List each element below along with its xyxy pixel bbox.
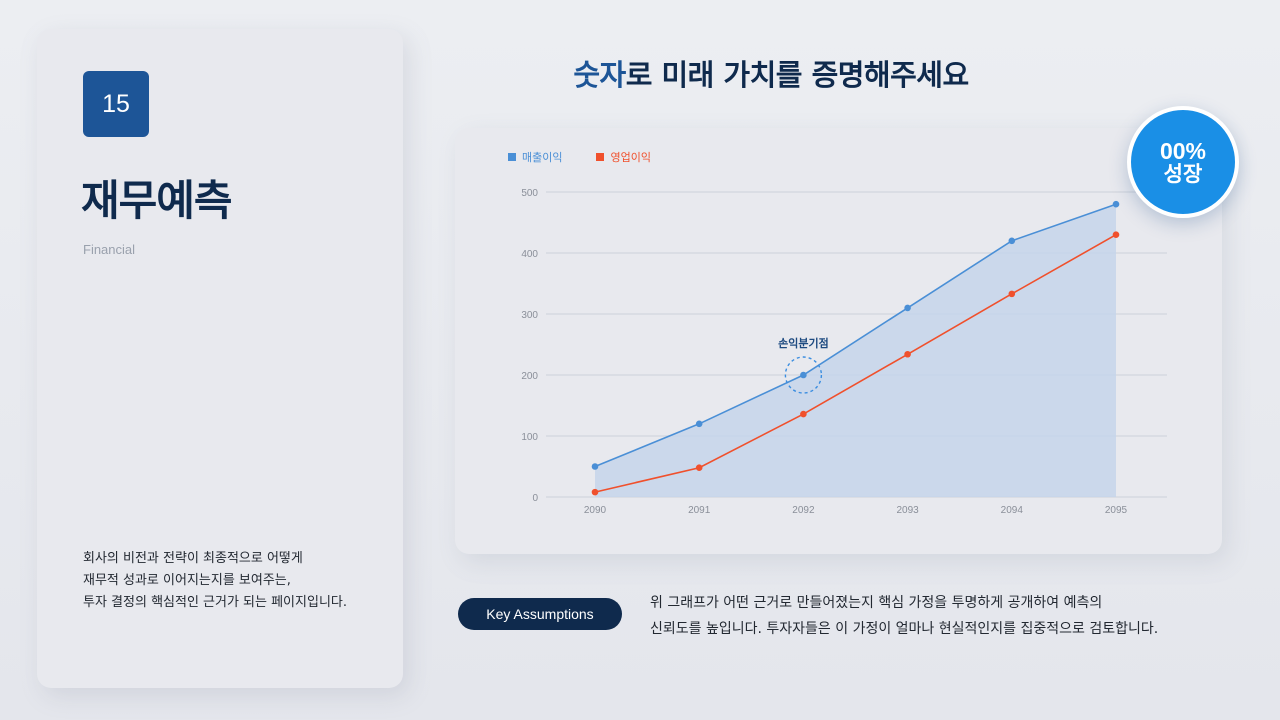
x-tick-label: 2095 bbox=[1105, 505, 1128, 516]
data-point-operating bbox=[695, 464, 703, 472]
key-assumptions-button[interactable]: Key Assumptions bbox=[458, 598, 622, 630]
x-tick-label: 2091 bbox=[688, 505, 711, 516]
page-title-rest: 로 미래 가치를 증명해주세요 bbox=[625, 58, 969, 92]
y-tick-label: 100 bbox=[521, 432, 538, 443]
legend-swatch-operating bbox=[596, 153, 605, 161]
section-description: 회사의 비전과 전략이 최종적으로 어떻게 재무적 성과로 이어지는지를 보여주… bbox=[83, 548, 347, 614]
data-point-revenue bbox=[1112, 200, 1120, 208]
page-number-badge: 15 bbox=[83, 71, 149, 137]
legend-item-operating: 영업이익 bbox=[596, 149, 651, 165]
growth-label: 성장 bbox=[1163, 162, 1203, 187]
key-assumptions-line: 위 그래프가 어떤 근거로 만들어졌는지 핵심 가정을 투명하게 공개하여 예측… bbox=[650, 595, 1103, 611]
breakeven-marker bbox=[784, 356, 823, 394]
line-revenue bbox=[594, 203, 1117, 468]
y-tick-label: 500 bbox=[521, 188, 538, 199]
section-title: 재무예측 bbox=[81, 176, 233, 225]
section-subtitle: Financial bbox=[83, 242, 136, 257]
line-operating bbox=[594, 234, 1117, 493]
x-tick-label: 2094 bbox=[1001, 505, 1024, 516]
data-point-revenue bbox=[904, 304, 911, 312]
data-point-operating bbox=[904, 350, 911, 358]
key-assumptions-line: 신뢰도를 높입니다. 투자자들은 이 가정이 얼마나 현실적인지를 집중적으로 … bbox=[650, 621, 1159, 637]
y-tick-label: 300 bbox=[521, 310, 538, 321]
growth-percent: 00% bbox=[1159, 137, 1207, 164]
x-tick-label: 2093 bbox=[896, 505, 919, 516]
legend-label-revenue: 매출이익 bbox=[522, 151, 563, 164]
y-tick-label: 0 bbox=[532, 493, 538, 504]
y-tick-label: 200 bbox=[521, 371, 538, 382]
key-assumptions-text: 위 그래프가 어떤 근거로 만들어졌는지 핵심 가정을 투명하게 공개하여 예측… bbox=[650, 590, 1158, 642]
data-point-operating bbox=[591, 488, 599, 496]
left-panel: 15 재무예측 Financial 회사의 비전과 전략이 최종적으로 어떻게 … bbox=[37, 29, 403, 688]
data-point-revenue bbox=[695, 420, 703, 428]
page-title-accent: 숫자 bbox=[573, 58, 626, 92]
data-point-operating bbox=[1112, 231, 1120, 238]
page-title: 숫자로 미래 가치를 증명해주세요 bbox=[0, 52, 1280, 94]
chart-legend: 매출이익 영업이익 bbox=[508, 149, 651, 165]
area-fill-revenue bbox=[595, 204, 1116, 497]
x-tick-label: 2090 bbox=[584, 505, 607, 516]
growth-badge: 00% 성장 bbox=[1127, 106, 1239, 218]
data-point-revenue bbox=[1008, 237, 1016, 245]
y-tick-label: 400 bbox=[521, 249, 538, 260]
legend-swatch-revenue bbox=[508, 153, 516, 161]
description-line: 투자 결정의 핵심적인 근거가 되는 페이지입니다. bbox=[83, 595, 347, 610]
data-point-revenue bbox=[800, 371, 807, 379]
legend-label-operating: 영업이익 bbox=[610, 151, 651, 164]
breakeven-label: 손익분기점 bbox=[778, 336, 829, 350]
x-tick-label: 2092 bbox=[792, 505, 815, 516]
data-point-operating bbox=[800, 410, 807, 418]
data-point-operating bbox=[1008, 290, 1016, 298]
data-point-revenue bbox=[591, 463, 599, 470]
description-line: 회사의 비전과 전략이 최종적으로 어떻게 bbox=[83, 551, 303, 566]
legend-item-revenue: 매출이익 bbox=[508, 149, 562, 165]
description-line: 재무적 성과로 이어지는지를 보여주는, bbox=[83, 573, 291, 588]
